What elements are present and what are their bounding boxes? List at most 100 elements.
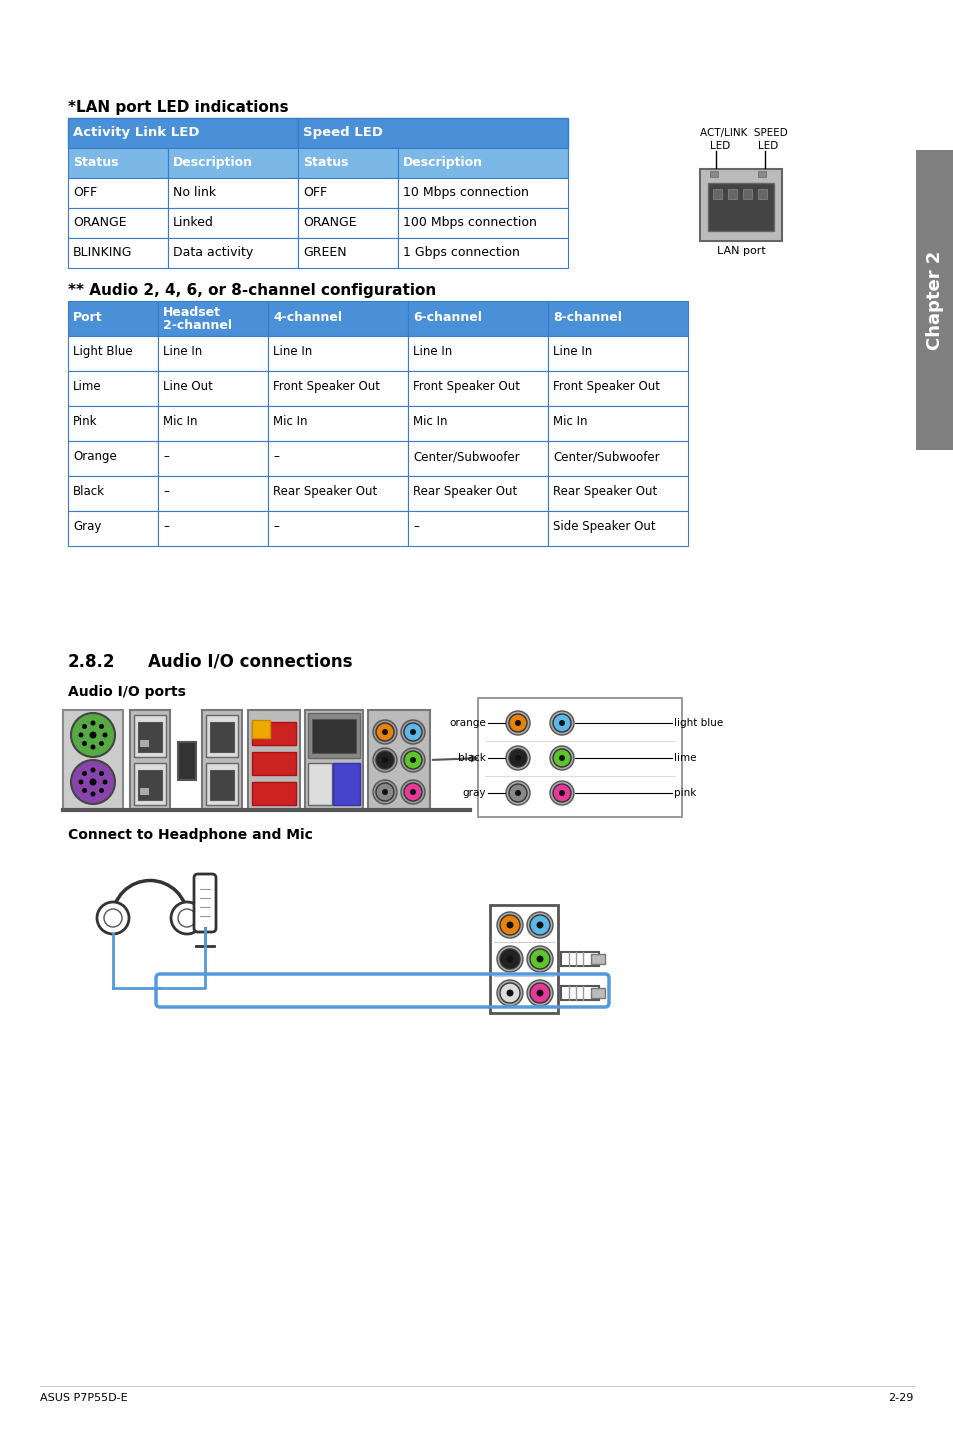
Circle shape: [410, 789, 416, 795]
Text: Orange: Orange: [73, 450, 116, 463]
Text: OFF: OFF: [303, 186, 327, 198]
Text: Center/Subwoofer: Center/Subwoofer: [413, 450, 519, 463]
Bar: [312, 719, 355, 754]
Text: gray: gray: [462, 788, 485, 798]
Bar: [158, 336, 268, 371]
Circle shape: [509, 784, 526, 802]
Bar: [68, 239, 168, 267]
Bar: [547, 510, 687, 546]
Circle shape: [536, 922, 543, 929]
Bar: [333, 764, 359, 805]
Text: Mic In: Mic In: [553, 416, 587, 429]
Text: Description: Description: [172, 155, 253, 170]
Circle shape: [102, 732, 108, 738]
Bar: [397, 209, 567, 239]
Text: pink: pink: [673, 788, 696, 798]
Bar: [547, 336, 687, 371]
Text: LED: LED: [709, 141, 729, 151]
Bar: [168, 148, 297, 178]
Text: Mic In: Mic In: [273, 416, 307, 429]
Text: Side Speaker Out: Side Speaker Out: [553, 521, 655, 533]
Text: Line In: Line In: [413, 345, 452, 358]
Bar: [397, 148, 567, 178]
Circle shape: [400, 748, 424, 772]
Circle shape: [558, 755, 564, 761]
Text: *LAN port LED indications: *LAN port LED indications: [68, 101, 289, 115]
Circle shape: [71, 713, 115, 756]
Bar: [158, 371, 268, 406]
Circle shape: [373, 720, 396, 743]
Circle shape: [499, 984, 519, 1002]
Circle shape: [375, 751, 394, 769]
FancyBboxPatch shape: [297, 118, 567, 148]
Text: Center/Subwoofer: Center/Subwoofer: [553, 450, 659, 463]
Bar: [138, 722, 162, 752]
Circle shape: [506, 922, 513, 929]
Text: ORANGE: ORANGE: [73, 216, 127, 229]
Circle shape: [178, 909, 195, 928]
Bar: [397, 178, 567, 209]
Text: Port: Port: [73, 311, 103, 324]
Bar: [68, 209, 168, 239]
Text: OFF: OFF: [73, 186, 97, 198]
Bar: [709, 171, 718, 177]
Circle shape: [102, 779, 108, 785]
Circle shape: [82, 741, 87, 746]
Text: orange: orange: [449, 718, 485, 728]
Bar: [268, 510, 408, 546]
Text: –: –: [163, 450, 169, 463]
Circle shape: [99, 741, 104, 746]
Bar: [707, 183, 773, 232]
Text: Activity Link LED: Activity Link LED: [73, 127, 199, 139]
Text: 10 Mbps connection: 10 Mbps connection: [402, 186, 528, 198]
Text: GREEN: GREEN: [303, 246, 346, 259]
Text: –: –: [163, 485, 169, 498]
Text: Status: Status: [303, 155, 348, 170]
Bar: [252, 720, 270, 738]
Bar: [547, 476, 687, 510]
Bar: [758, 188, 766, 198]
Text: Rear Speaker Out: Rear Speaker Out: [273, 485, 376, 498]
Circle shape: [526, 981, 553, 1007]
Text: 100 Mbps connection: 100 Mbps connection: [402, 216, 537, 229]
Circle shape: [90, 732, 96, 739]
Bar: [727, 188, 737, 198]
Bar: [68, 476, 158, 510]
Bar: [68, 148, 168, 178]
Bar: [140, 741, 149, 746]
Bar: [297, 148, 397, 178]
Text: Audio I/O connections: Audio I/O connections: [148, 653, 352, 672]
Text: BLINKING: BLINKING: [73, 246, 132, 259]
Circle shape: [375, 723, 394, 741]
Circle shape: [497, 981, 522, 1007]
Bar: [140, 788, 149, 795]
Text: –: –: [413, 521, 418, 533]
Text: 6-channel: 6-channel: [413, 311, 481, 324]
Bar: [178, 742, 195, 779]
Bar: [68, 336, 158, 371]
Circle shape: [536, 955, 543, 962]
Bar: [158, 301, 268, 336]
Bar: [268, 476, 408, 510]
Bar: [210, 769, 233, 800]
Bar: [560, 986, 598, 999]
Circle shape: [82, 723, 87, 729]
Circle shape: [530, 915, 550, 935]
Text: –: –: [273, 521, 278, 533]
Bar: [158, 441, 268, 476]
Circle shape: [91, 791, 95, 797]
Circle shape: [515, 789, 520, 797]
Bar: [68, 371, 158, 406]
Text: Mic In: Mic In: [413, 416, 447, 429]
Bar: [742, 188, 751, 198]
Circle shape: [550, 710, 574, 735]
Circle shape: [530, 949, 550, 969]
Circle shape: [82, 788, 87, 792]
Bar: [68, 510, 158, 546]
Circle shape: [78, 779, 84, 785]
Bar: [248, 710, 299, 810]
Circle shape: [509, 715, 526, 732]
Text: lime: lime: [673, 754, 696, 764]
Text: Linked: Linked: [172, 216, 213, 229]
Bar: [158, 510, 268, 546]
